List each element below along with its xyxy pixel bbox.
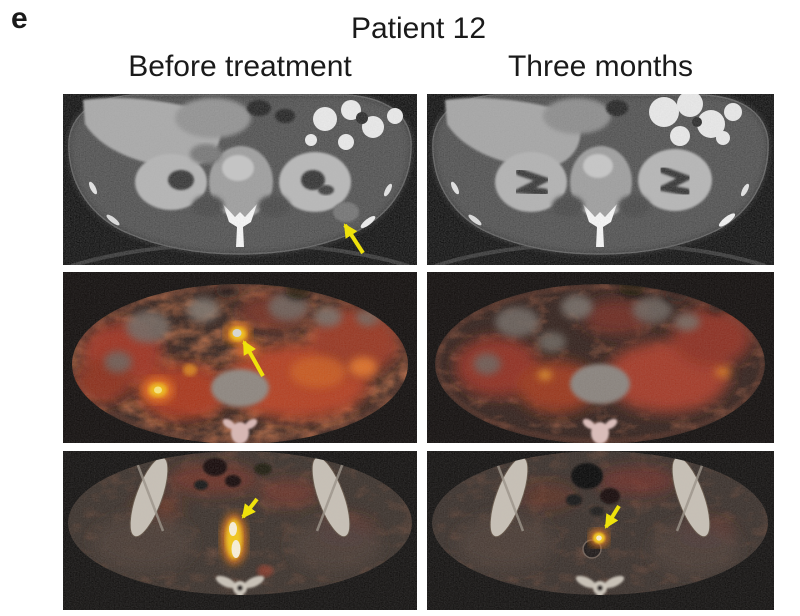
panel-label: e [11, 2, 28, 35]
yellow-arrow [343, 223, 365, 255]
yellow-arrow [241, 497, 259, 519]
scan-pet-ct-abdomen-before-treatment [63, 272, 417, 443]
scan-ct-before-treatment [63, 94, 417, 265]
yellow-arrow [242, 340, 265, 377]
scan-ct-three-months [427, 94, 774, 265]
column-header-before-treatment: Before treatment [128, 50, 352, 83]
scan-pet-ct-pelvis-before-treatment [63, 451, 417, 610]
figure-title: Patient 12 [350, 12, 487, 45]
scan-pet-ct-abdomen-three-months [427, 272, 774, 443]
scan-pet-ct-pelvis-three-months [427, 451, 774, 610]
yellow-arrow [604, 504, 621, 529]
column-header-three-months: Three months [507, 50, 694, 83]
